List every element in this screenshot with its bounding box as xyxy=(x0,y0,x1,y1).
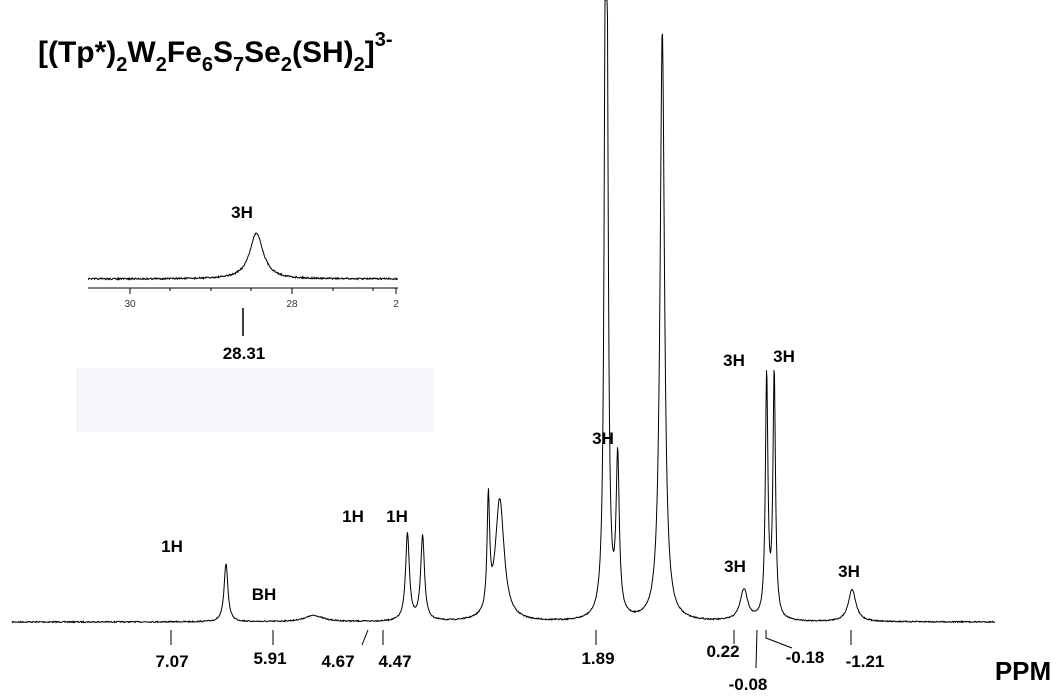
peak-shift-label: 5.91 xyxy=(253,649,286,668)
title-subscript: 2 xyxy=(156,54,167,76)
peak-shift-label: -0.08 xyxy=(729,675,768,694)
peak-shift-label: 4.47 xyxy=(378,652,411,671)
peak-count-labels: 1H BH 1H 1H 3H 3H 3H 3H 3H xyxy=(161,347,860,604)
peak-marker xyxy=(361,629,369,646)
inset-axis-ticks xyxy=(129,288,397,294)
chart-title: [(Tp*)2W2Fe6S7Se2(SH)2]3- xyxy=(38,29,393,76)
title-subscript: 6 xyxy=(202,54,213,76)
peak-count-label: 3H xyxy=(724,557,746,576)
title-part: Se xyxy=(244,36,281,69)
peak-shift-label: 0.22 xyxy=(706,642,739,661)
peak-shift-label: 4.67 xyxy=(321,652,354,671)
peak-count-label: 3H xyxy=(723,351,745,370)
inset-tick-label: 2 xyxy=(393,299,399,310)
title-part: W xyxy=(127,36,156,69)
title-subscript: 2 xyxy=(354,54,365,76)
inset-peak-value: 28.31 xyxy=(223,344,266,363)
peak-shift-label: -1.21 xyxy=(846,652,885,671)
peak-count-label: 3H xyxy=(592,429,614,448)
spectrum-trace xyxy=(11,0,996,624)
peak-count-label: 3H xyxy=(838,562,860,581)
peak-shift-label: 7.07 xyxy=(155,652,188,671)
peak-shift-label: 1.89 xyxy=(581,649,614,668)
title-subscript: 2 xyxy=(116,54,127,76)
inset-tick-label: 30 xyxy=(124,299,136,310)
peak-shift-labels: 7.07 5.91 4.67 4.47 1.89 0.22 -0.08 -0.1… xyxy=(155,642,884,694)
title-superscript: 3- xyxy=(375,29,393,51)
inset-tick-label: 28 xyxy=(286,299,298,310)
title-part: ] xyxy=(365,36,375,69)
peak-marker xyxy=(755,629,758,669)
title-subscript: 7 xyxy=(233,54,244,76)
peak-count-label: BH xyxy=(252,585,277,604)
peak-count-label: 1H xyxy=(161,537,183,556)
peak-count-label: 1H xyxy=(342,507,364,526)
x-axis-label: PPM xyxy=(995,656,1051,686)
inset-spectrum-trace xyxy=(87,232,399,281)
inset-frame xyxy=(76,240,434,368)
title-part: [(Tp*) xyxy=(38,36,116,69)
peak-count-label: 3H xyxy=(773,347,795,366)
peak-count-label: 1H xyxy=(386,507,408,526)
title-part: (SH) xyxy=(292,36,354,69)
title-subscript: 2 xyxy=(281,54,292,76)
title-part: Fe xyxy=(167,36,202,69)
peak-marker xyxy=(765,630,793,649)
title-part: S xyxy=(213,36,233,69)
peak-shift-label: -0.18 xyxy=(786,648,825,667)
inset-peak-count: 3H xyxy=(231,203,253,222)
peak-markers xyxy=(170,629,852,669)
